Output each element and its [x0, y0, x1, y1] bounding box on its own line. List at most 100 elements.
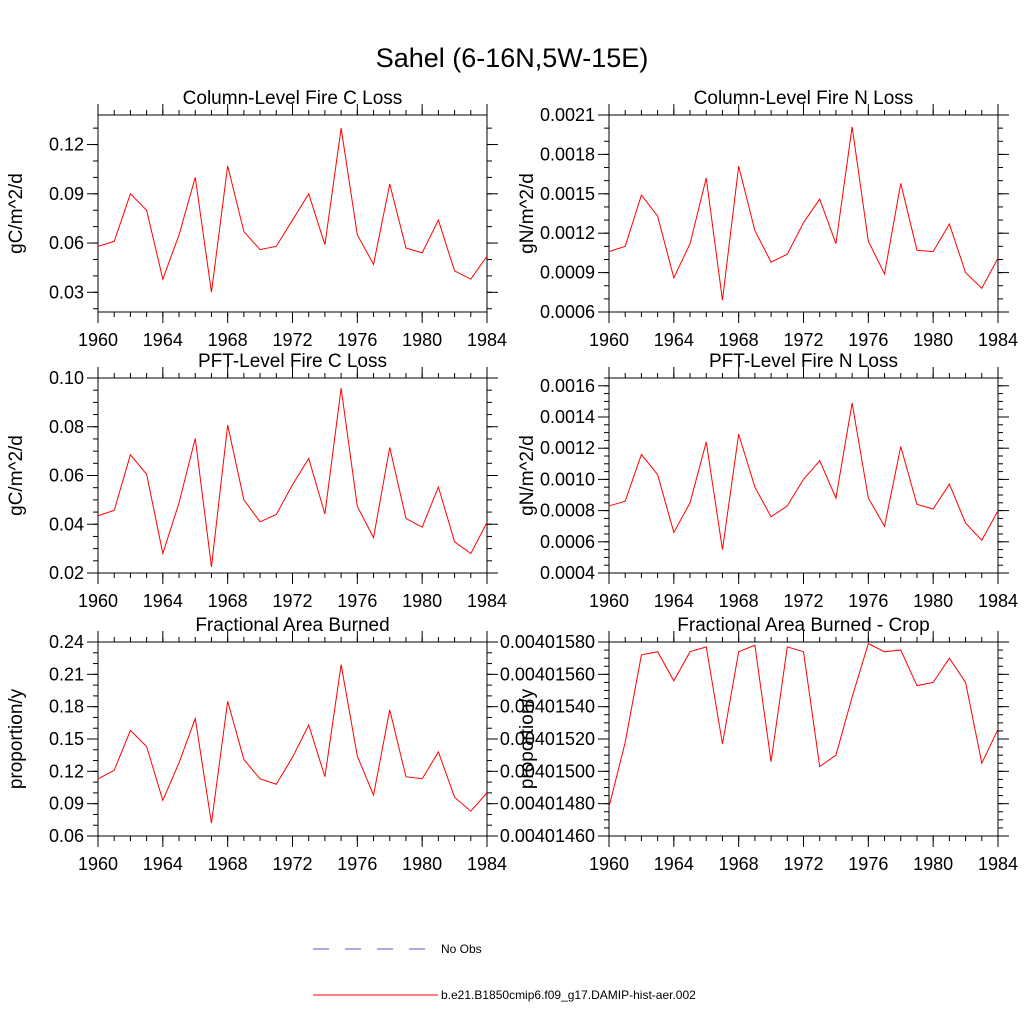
x-tick-label: 1964 — [654, 854, 694, 874]
x-tick-label: 1980 — [913, 854, 953, 874]
y-tick-label: 0.0006 — [540, 532, 595, 552]
plot-frame — [608, 114, 999, 313]
y-tick-label: 0.00401480 — [500, 794, 595, 814]
x-tick-label: 1968 — [208, 591, 248, 611]
x-tick-label: 1972 — [783, 591, 823, 611]
x-tick-label: 1976 — [337, 591, 377, 611]
x-tick-label: 1972 — [272, 591, 312, 611]
series-line — [97, 388, 488, 567]
x-tick-label: 1968 — [208, 330, 248, 350]
x-tick-label: 1984 — [467, 330, 507, 350]
plot-frame — [97, 377, 488, 574]
y-tick-label: 0.0004 — [540, 563, 595, 583]
legend-label-no-obs: No Obs — [441, 942, 482, 956]
panels: Column-Level Fire C Loss gC/m^2/d 1960 1964… — [6, 88, 1018, 874]
y-tick-label: 0.0016 — [540, 376, 595, 396]
x-tick-label: 1980 — [402, 854, 442, 874]
series-line — [608, 126, 999, 301]
x-tick-label: 1964 — [143, 591, 183, 611]
x-tick-label: 1960 — [78, 330, 118, 350]
x-tick-label: 1976 — [337, 330, 377, 350]
series-line — [608, 402, 999, 550]
x-tick-label: 1968 — [208, 854, 248, 874]
panel-2: Column-Level Fire N Loss gN/m^2/d 1960 1964… — [517, 88, 1018, 350]
x-tick-label: 1984 — [978, 591, 1018, 611]
x-tick-label: 1968 — [719, 854, 759, 874]
panel-title: Column-Level Fire N Loss — [694, 88, 914, 109]
y-tick-label: 0.03 — [49, 282, 84, 302]
series-line — [97, 664, 488, 824]
plot-frame — [97, 641, 488, 837]
x-tick-label: 1980 — [913, 330, 953, 350]
legend-label-model: b.e21.B1850cmip6.f09_g17.DAMIP-hist-aer.… — [441, 988, 696, 1002]
y-tick-label: 0.0006 — [540, 302, 595, 322]
x-tick-label: 1964 — [143, 854, 183, 874]
y-tick-label: 0.00401580 — [500, 632, 595, 652]
x-tick-label: 1968 — [719, 591, 759, 611]
x-tick-label: 1960 — [78, 854, 118, 874]
y-tick-label: 0.00401460 — [500, 826, 595, 846]
y-tick-label: 0.24 — [49, 632, 84, 652]
y-tick-label: 0.0010 — [540, 469, 595, 489]
x-tick-label: 1964 — [654, 330, 694, 350]
series-line — [608, 642, 999, 808]
x-tick-label: 1984 — [978, 330, 1018, 350]
x-tick-label: 1964 — [654, 591, 694, 611]
x-tick-label: 1984 — [467, 591, 507, 611]
x-tick-label: 1972 — [783, 330, 823, 350]
x-tick-label: 1984 — [467, 854, 507, 874]
x-tick-label: 1976 — [337, 854, 377, 874]
y-tick-label: 0.10 — [49, 368, 84, 388]
y-tick-label: 0.15 — [49, 729, 84, 749]
y-tick-label: 0.02 — [49, 563, 84, 583]
y-tick-label: 0.0008 — [540, 501, 595, 521]
y-tick-label: 0.0018 — [540, 144, 595, 164]
y-tick-label: 0.00401560 — [500, 664, 595, 684]
y-tick-label: 0.0012 — [540, 438, 595, 458]
panel-title: PFT-Level Fire C Loss — [198, 351, 387, 372]
y-tick-label: 0.09 — [49, 794, 84, 814]
figure-title: Sahel (6-16N,5W-15E) — [376, 43, 649, 73]
panel-3: PFT-Level Fire C Loss gC/m^2/d 1960 1964 196… — [6, 351, 507, 611]
panel-title: PFT-Level Fire N Loss — [709, 351, 898, 372]
panel-6: Fractional Area Burned - Crop proportion/… — [500, 615, 1018, 874]
y-tick-label: 0.21 — [49, 664, 84, 684]
legend: No Obs b.e21.B1850cmip6.f09_g17.DAMIP-hi… — [313, 942, 696, 1002]
x-tick-label: 1960 — [589, 591, 629, 611]
x-tick-label: 1972 — [272, 854, 312, 874]
x-tick-label: 1960 — [589, 854, 629, 874]
y-tick-label: 0.00401540 — [500, 697, 595, 717]
y-tick-label: 0.0021 — [540, 105, 595, 125]
plot-frame — [608, 377, 999, 574]
x-tick-label: 1980 — [913, 591, 953, 611]
x-tick-label: 1960 — [589, 330, 629, 350]
plot-frame — [97, 114, 488, 313]
panel-5: Fractional Area Burned proportion/y 1960 19… — [6, 615, 507, 874]
y-tick-label: 0.08 — [49, 417, 84, 437]
plot-frame — [608, 641, 999, 837]
x-tick-label: 1984 — [978, 854, 1018, 874]
y-tick-label: 0.04 — [49, 514, 84, 534]
y-tick-label: 0.0014 — [540, 407, 595, 427]
x-tick-label: 1960 — [78, 591, 118, 611]
y-tick-label: 0.18 — [49, 697, 84, 717]
x-tick-label: 1964 — [143, 330, 183, 350]
y-tick-label: 0.0012 — [540, 223, 595, 243]
y-tick-label: 0.12 — [49, 761, 84, 781]
panel-title: Fractional Area Burned — [195, 615, 389, 636]
x-tick-label: 1972 — [272, 330, 312, 350]
y-tick-label: 0.00401500 — [500, 761, 595, 781]
x-tick-label: 1980 — [402, 591, 442, 611]
y-axis-label: proportion/y — [6, 688, 27, 789]
y-tick-label: 0.12 — [49, 135, 84, 155]
y-tick-label: 0.00401520 — [500, 729, 595, 749]
y-axis-label: gN/m^2/d — [517, 435, 538, 516]
y-axis-label: gC/m^2/d — [6, 173, 27, 254]
x-tick-label: 1972 — [783, 854, 823, 874]
x-tick-label: 1976 — [848, 591, 888, 611]
y-axis-label: gC/m^2/d — [6, 435, 27, 516]
x-tick-label: 1980 — [402, 330, 442, 350]
panel-title: Fractional Area Burned - Crop — [677, 615, 929, 636]
x-tick-label: 1976 — [848, 330, 888, 350]
